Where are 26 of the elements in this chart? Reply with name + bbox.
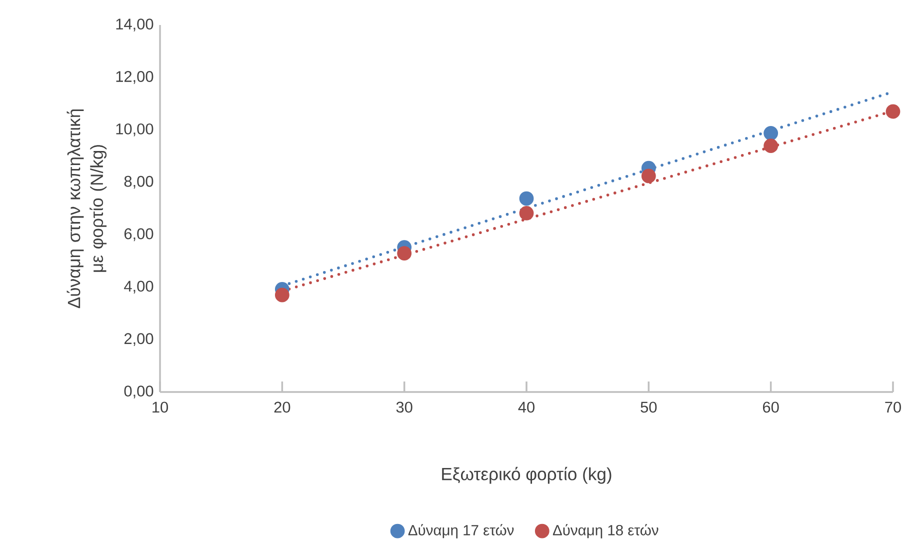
x-tick-label: 40: [518, 402, 534, 413]
y-tick-label: 12,00: [116, 71, 154, 84]
point: [764, 126, 778, 140]
y-tick-label: 8,00: [124, 176, 154, 189]
x-tick-label: 50: [640, 402, 657, 413]
y-tick-label: 0,00: [124, 386, 154, 398]
y-tick-label: 6,00: [124, 228, 154, 242]
y-tick-label: 4,00: [124, 280, 154, 294]
legend-label: Δύναμη 17 ετών: [408, 524, 514, 538]
y-tick-label: 14,00: [116, 18, 154, 32]
point: [519, 191, 534, 206]
x-tick-label: 30: [396, 402, 412, 413]
x-tick-label: 60: [763, 402, 779, 413]
x-tick-label: 20: [274, 402, 290, 413]
point: [519, 206, 534, 220]
x-tick-label: 10: [152, 402, 168, 413]
point: [397, 246, 412, 261]
legend-label: Δύναμη 18 ετών: [552, 524, 658, 538]
y-tick-label: 10,00: [116, 123, 154, 136]
x-axis-title: Εξωτερικό φορτίο (kg): [442, 466, 612, 484]
y-tick-label: 2,00: [124, 333, 154, 346]
point: [274, 288, 290, 302]
point: [641, 168, 656, 184]
y-axis-title: Δύναμη στην κωπηλατική με φορτίο (N/kg): [66, 110, 107, 308]
point: [764, 138, 778, 154]
x-tick-label: 70: [885, 402, 901, 413]
